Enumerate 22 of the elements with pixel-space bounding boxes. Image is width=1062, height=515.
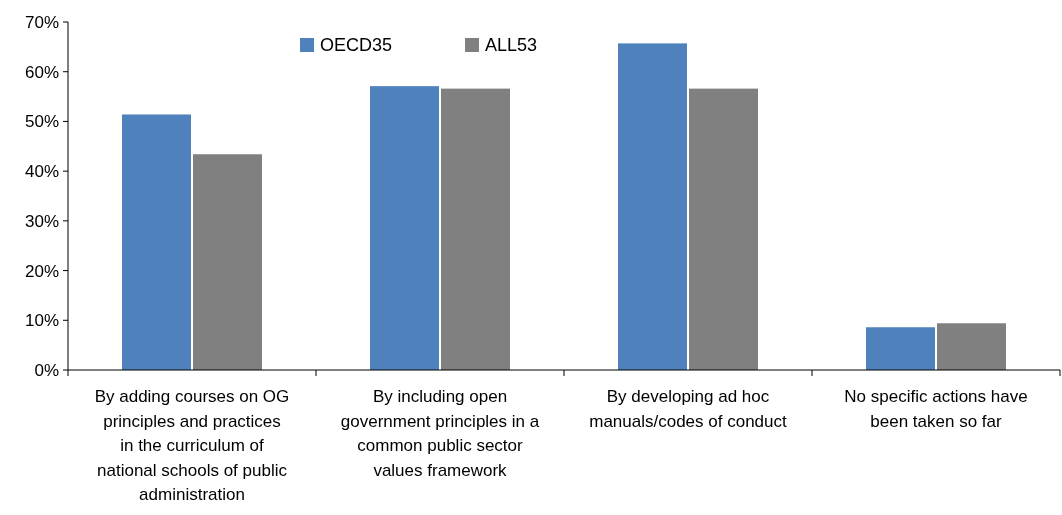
x-tick-label: By adding courses on OG principles and practices in the curriculum of national schools of public administration [94, 387, 290, 504]
y-tick-label: 10% [24, 311, 59, 331]
bar [193, 154, 262, 370]
legend-label: ALL53 [485, 35, 538, 56]
x-tick-label: No specific actions have been taken so far [844, 387, 1028, 431]
x-tick-label: By developing ad hoc manuals/codes of conduct [589, 387, 788, 431]
legend-label: OECD35 [320, 35, 393, 56]
y-tick-label: 0% [34, 360, 59, 380]
bar [441, 88, 510, 370]
bar [122, 114, 191, 370]
y-tick-label: 70% [24, 12, 59, 32]
y-tick-label: 60% [24, 62, 59, 82]
bar [370, 86, 439, 370]
y-tick-label: 20% [24, 261, 59, 281]
y-tick-label: 30% [24, 211, 59, 231]
bar [689, 88, 758, 370]
x-tick-label: By including open government principles in a common public sector values framework [340, 387, 540, 480]
y-tick-label: 50% [24, 112, 59, 132]
bar [618, 43, 687, 370]
bar [937, 323, 1006, 370]
bar [866, 327, 935, 370]
y-tick-label: 40% [24, 162, 59, 182]
